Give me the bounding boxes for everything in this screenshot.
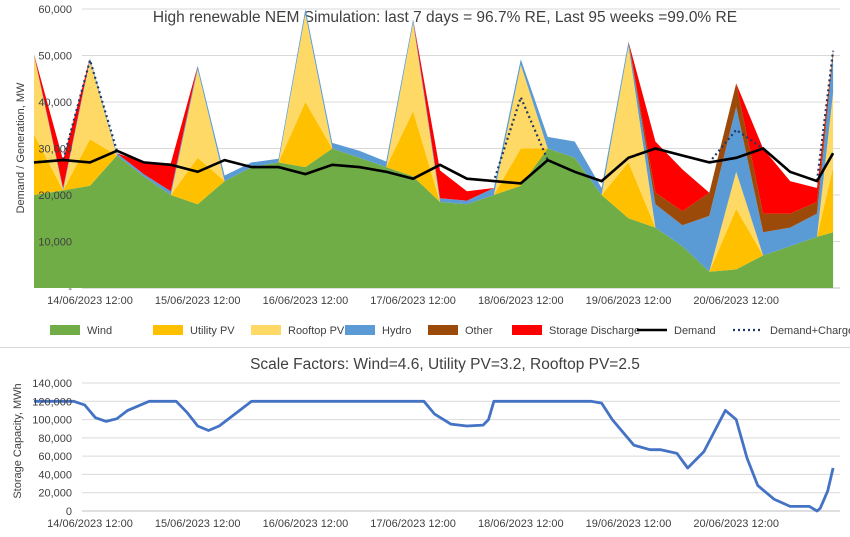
legend-item-utility_pv: Utility PV <box>153 325 235 337</box>
y-tick-label: 40,000 <box>38 97 72 109</box>
x-axis-ticks: 14/06/2023 12:00 15/06/2023 12:00 16/06/20… <box>47 518 779 530</box>
chart-title: Scale Factors: Wind=4.6, Utility PV=3.2,… <box>250 356 640 373</box>
x-tick-label: 18/06/2023 12:00 <box>478 295 564 307</box>
y-tick-label: 30,000 <box>38 144 72 156</box>
y-tick-label: 20,000 <box>38 190 72 202</box>
x-tick-label: 14/06/2023 12:00 <box>47 295 133 307</box>
chart-divider <box>0 347 850 348</box>
y-axis-ticks: - 10,000 20,000 30,000 40,000 50,000 60,000 <box>38 4 72 295</box>
legend-label: Storage Discharge <box>549 325 640 337</box>
legend-item-wind: Wind <box>50 325 112 337</box>
y-tick-label: 40,000 <box>38 469 72 481</box>
area-rooftop_pv <box>34 13 834 272</box>
y-tick-label: 100,000 <box>32 415 72 427</box>
y-tick-label: 60,000 <box>38 4 72 16</box>
y-axis-label: Storage Capacity, MWh <box>12 383 24 498</box>
line-storage <box>34 399 835 513</box>
y-tick-label: 20,000 <box>38 488 72 500</box>
legend-swatch <box>50 325 80 335</box>
x-tick-label: 17/06/2023 12:00 <box>370 518 456 530</box>
x-axis-ticks: 14/06/2023 12:00 15/06/2023 12:00 16/06/20… <box>47 295 779 307</box>
storage-line <box>34 399 835 513</box>
y-gridlines <box>82 382 840 512</box>
x-tick-label: 16/06/2023 12:00 <box>263 295 349 307</box>
legend-swatch <box>153 325 183 335</box>
y-tick-label: 60,000 <box>38 451 72 463</box>
legend-item-rooftop_pv: Rooftop PV <box>251 325 345 337</box>
storage-chart: Scale Factors: Wind=4.6, Utility PV=3.2,… <box>12 356 840 530</box>
y-axis-label: Demand / Generation, MW <box>15 82 27 213</box>
legend-swatch <box>428 325 458 335</box>
legend-item-demand: Demand <box>637 325 716 337</box>
legend-label: Demand <box>674 325 716 337</box>
x-tick-label: 15/06/2023 12:00 <box>155 518 241 530</box>
legend-label: Wind <box>87 325 112 337</box>
chart-title: High renewable NEM Simulation: last 7 da… <box>153 9 737 26</box>
legend-item-other: Other <box>428 325 493 337</box>
area-wind <box>34 148 834 288</box>
x-tick-label: 20/06/2023 12:00 <box>693 295 779 307</box>
x-tick-label: 17/06/2023 12:00 <box>370 295 456 307</box>
legend-item-storage: Storage Discharge <box>512 325 640 337</box>
area-utility_pv <box>34 102 834 272</box>
demand-lines <box>33 50 835 185</box>
legend-item-hydro: Hydro <box>345 325 411 337</box>
legend-swatch <box>512 325 542 335</box>
x-tick-label: 18/06/2023 12:00 <box>478 518 564 530</box>
legend-item-demand_charge: Demand+Charge <box>733 325 850 337</box>
legend-label: Utility PV <box>190 325 235 337</box>
x-tick-label: 15/06/2023 12:00 <box>155 295 241 307</box>
x-tick-label: 19/06/2023 12:00 <box>586 518 672 530</box>
x-tick-label: 20/06/2023 12:00 <box>693 518 779 530</box>
y-tick-label: - <box>68 283 72 295</box>
generation-chart: High renewable NEM Simulation: last 7 da… <box>15 4 850 337</box>
y-tick-label: 50,000 <box>38 51 72 63</box>
x-tick-label: 19/06/2023 12:00 <box>586 295 672 307</box>
line-demand <box>33 147 835 185</box>
x-tick-label: 16/06/2023 12:00 <box>263 518 349 530</box>
legend-label: Hydro <box>382 325 411 337</box>
area-storage <box>34 9 834 214</box>
legend-label: Other <box>465 325 493 337</box>
area-hydro <box>34 9 834 272</box>
legend-swatch <box>345 325 375 335</box>
y-tick-label: 10,000 <box>38 237 72 249</box>
y-tick-label: 0 <box>66 506 72 518</box>
y-tick-label: 140,000 <box>32 378 72 390</box>
legend: Wind Utility PV Rooftop PV Hydro Other Storag… <box>50 325 850 337</box>
y-tick-label: 120,000 <box>32 396 72 408</box>
legend-label: Demand+Charge <box>770 325 850 337</box>
stacked-areas <box>34 9 834 288</box>
x-tick-label: 14/06/2023 12:00 <box>47 518 133 530</box>
legend-label: Rooftop PV <box>288 325 345 337</box>
legend-swatch <box>251 325 281 335</box>
y-tick-label: 80,000 <box>38 433 72 445</box>
y-axis-ticks: 0 20,000 40,000 60,000 80,000 100,000 120,000 1… <box>32 378 72 518</box>
